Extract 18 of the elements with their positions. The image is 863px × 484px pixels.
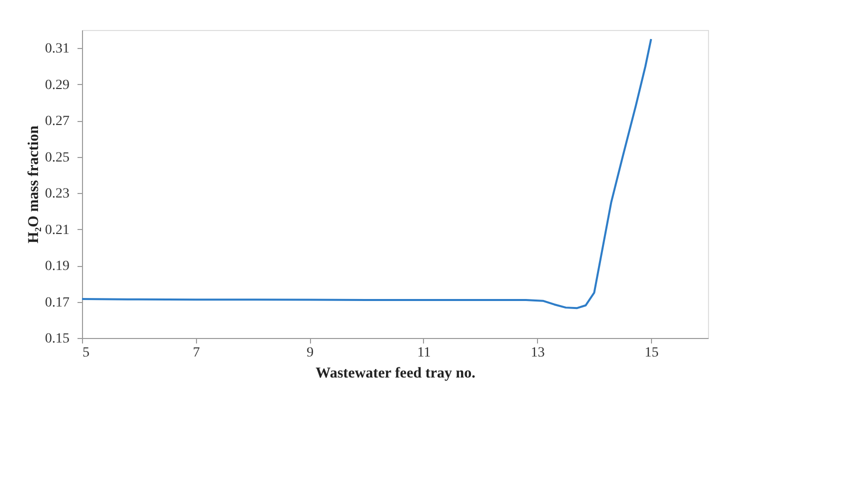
x-tick-label: 5: [82, 346, 90, 360]
y-tick-label: 0.17: [45, 295, 70, 310]
y-tick-label: 0.23: [45, 186, 70, 202]
y-tick-label: 0.15: [45, 332, 70, 346]
y-tick-label: 0.21: [45, 222, 70, 238]
y-tick-label: 0.27: [45, 114, 70, 130]
y-tick-label: 0.19: [45, 259, 70, 274]
y-tick-label: 0.29: [45, 78, 70, 93]
x-tick-label: 11: [417, 346, 431, 360]
y-axis-title: H₂O mass fraction: [26, 124, 42, 244]
x-tick-label: 9: [306, 346, 314, 360]
x-tick-label: 13: [530, 346, 545, 360]
x-tick-label: 7: [192, 346, 200, 360]
y-tick-label: 0.25: [45, 150, 70, 166]
line-series: [82, 38, 652, 310]
x-axis-title: Wastewater feed tray no.: [316, 366, 476, 382]
y-tick-label: 0.31: [45, 42, 70, 57]
x-tick-label: 15: [644, 346, 659, 360]
